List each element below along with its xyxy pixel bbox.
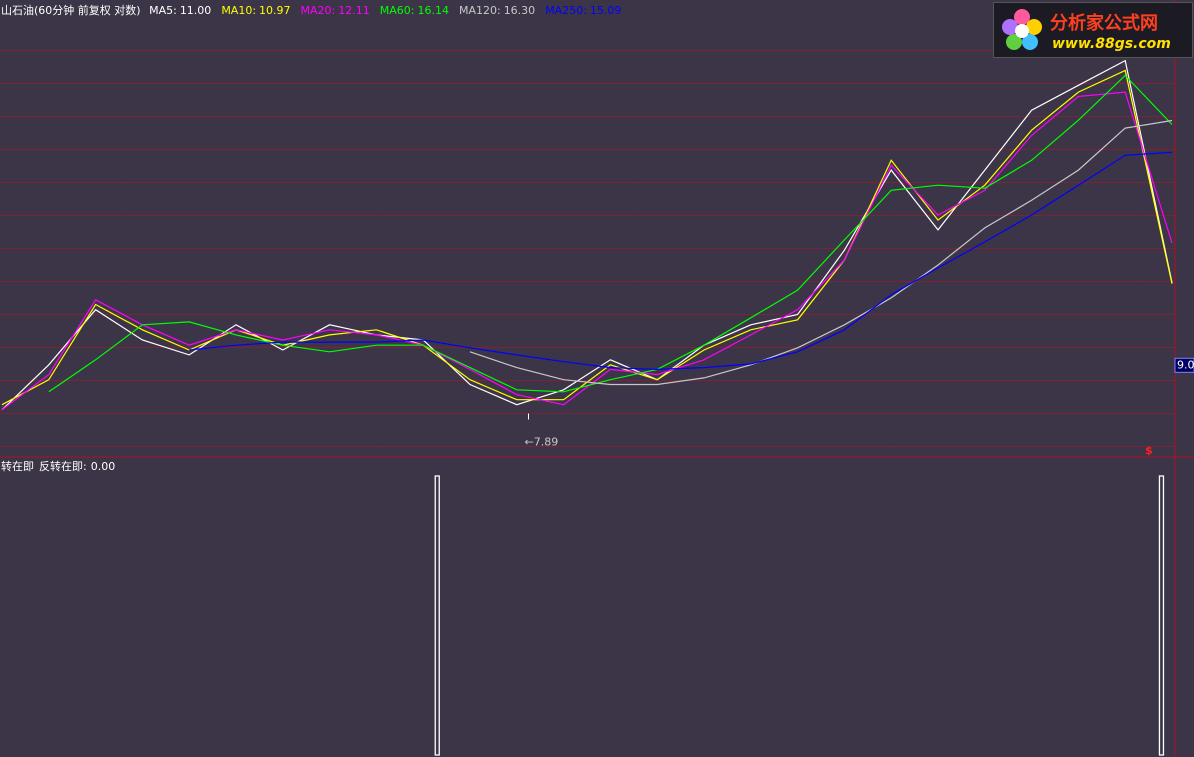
logo-url: www.88gs.com — [1052, 36, 1171, 52]
indicator-legend: 转在即 反转在即: 0.00 — [1, 458, 120, 474]
logo-name: 分析家公式网 — [1050, 13, 1158, 34]
signal-bar — [434, 475, 440, 756]
legend-value: 12.11 — [338, 4, 370, 17]
legend-item: MA20: 12.11 — [301, 4, 375, 17]
chart-title: 山石油(60分钟 前复权 对数) — [1, 4, 141, 17]
legend-name: MA60: — [379, 4, 415, 17]
legend-name: MA10: — [221, 4, 257, 17]
signal-bar — [1158, 475, 1165, 756]
legend-value: 10.97 — [259, 4, 291, 17]
legend-value: 11.00 — [179, 4, 212, 17]
legend-value: 16.14 — [417, 4, 449, 17]
legend-item: MA120: 16.30 — [459, 4, 540, 17]
legend-name: MA20: — [300, 4, 336, 17]
indicator-name: 反转在即: — [39, 460, 87, 473]
legend-value: 16.30 — [503, 4, 536, 17]
low-annotation: ←7.89 — [525, 436, 559, 449]
ma-line — [1, 91, 1173, 411]
ma-line — [469, 119, 1173, 386]
legend-item: MA250: 15.09 — [545, 4, 626, 17]
legend-name: MA120: — [458, 4, 501, 17]
legend-item: MA60: 16.14 — [380, 4, 454, 17]
legend: 山石油(60分钟 前复权 对数) MA5: 11.00 MA10: 10.97 MA20… — [1, 2, 631, 18]
legend-name: MA5: — [149, 4, 177, 17]
ma-line — [1, 69, 1173, 406]
indicator-value: 0.00 — [90, 460, 116, 473]
indicator-title: 转在即 — [1, 460, 34, 473]
ma-line — [189, 151, 1173, 371]
marker: $ — [1145, 444, 1153, 457]
legend-item: MA10: 10.97 — [221, 4, 295, 17]
legend-name: MA250: — [545, 4, 587, 17]
price-tag-box — [1174, 357, 1194, 373]
price-tag: 9.0 — [1177, 358, 1194, 371]
legend-value: 15.09 — [589, 4, 622, 17]
logo-icon — [1002, 9, 1042, 50]
legend-item: MA5: 11.00 — [149, 4, 216, 17]
grid-background — [0, 18, 1175, 456]
logo: 分析家公式网 www.88gs.com — [993, 2, 1193, 58]
ma-line — [48, 74, 1173, 393]
ma-line — [1, 59, 1173, 411]
